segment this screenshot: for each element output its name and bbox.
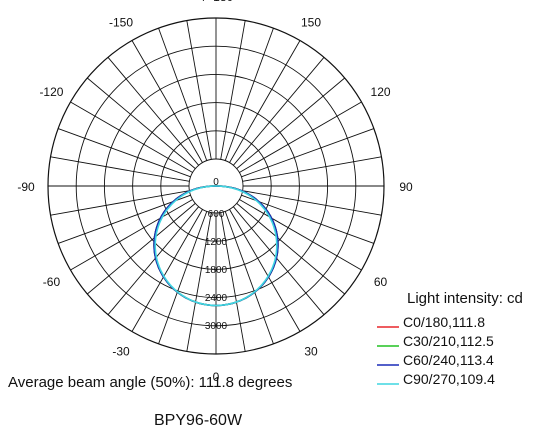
angle-labels: -/+180 150 120 90 60 30 0 -30 -60 -90 -120 -150 (17, 0, 413, 384)
legend: C0/180,111.8 C30/210,112.5 C60/240,113.4 C9… (377, 314, 495, 387)
legend-entry: C30/210,112.5 (403, 333, 494, 349)
grid-spoke (50, 190, 190, 216)
legend-entry: C60/240,113.4 (403, 352, 494, 368)
chart-title: BPY96-60W (154, 412, 243, 429)
legend-entry: C90/270,109.4 (403, 371, 495, 387)
radial-tick-label: 1200 (205, 237, 228, 248)
angle-label: -150 (109, 15, 133, 29)
grid-spoke (87, 203, 196, 295)
unit-label: Light intensity: cd (407, 290, 523, 307)
grid-spoke (229, 209, 301, 332)
beam-angle-note: Average beam angle (50%): 111.8 degrees (8, 374, 293, 391)
angle-label: 30 (304, 345, 318, 359)
grid-spoke (233, 57, 325, 166)
intensity-curve (154, 185, 278, 307)
grid-spoke (229, 40, 301, 163)
grid-spoke (57, 194, 191, 244)
grid-spoke (239, 199, 362, 271)
grid-spoke (87, 77, 196, 169)
grid-spoke (220, 20, 246, 160)
grid-spoke (224, 211, 274, 345)
grid-spoke (131, 209, 203, 332)
angle-label: 90 (399, 180, 413, 194)
grid-spoke (158, 211, 208, 345)
grid-spoke (241, 128, 375, 178)
angle-label: -/+180 (199, 0, 234, 4)
polar-grid (47, 17, 385, 355)
grid-spoke (70, 199, 193, 271)
grid-spoke (241, 194, 375, 244)
grid-spoke (242, 156, 382, 182)
radial-tick-label: 1800 (205, 265, 228, 276)
grid-spoke (70, 101, 193, 173)
intensity-curves (153, 185, 279, 307)
grid-spoke (242, 190, 382, 216)
radial-tick-label: 3000 (205, 321, 228, 332)
grid-spoke (131, 40, 203, 163)
grid-spoke (158, 27, 208, 161)
grid-spoke (233, 206, 325, 315)
grid-spoke (239, 101, 362, 173)
radial-tick-label: 2400 (205, 293, 228, 304)
angle-label: -120 (39, 85, 63, 99)
grid-spoke (186, 20, 212, 160)
angle-label: 150 (301, 15, 321, 29)
grid-spoke (57, 128, 191, 178)
grid-spoke (50, 156, 190, 182)
grid-spoke (186, 212, 212, 352)
radial-tick-labels: 0 600 1200 1800 2400 3000 (205, 177, 228, 332)
radial-tick-label: 0 (213, 177, 219, 188)
angle-label: -30 (112, 345, 130, 359)
grid-spoke (224, 27, 274, 161)
angle-label: -90 (17, 180, 35, 194)
legend-entry: C0/180,111.8 (403, 314, 485, 330)
grid-spoke (107, 57, 199, 166)
radial-tick-label: 600 (208, 209, 225, 220)
angle-label: -60 (43, 275, 61, 289)
grid-spoke (236, 77, 345, 169)
angle-label: 120 (371, 85, 391, 99)
angle-label: 60 (374, 275, 388, 289)
angle-label: 0 (213, 370, 220, 384)
grid-spoke (236, 203, 345, 295)
grid-spoke (220, 212, 246, 352)
grid-spoke (107, 206, 199, 315)
